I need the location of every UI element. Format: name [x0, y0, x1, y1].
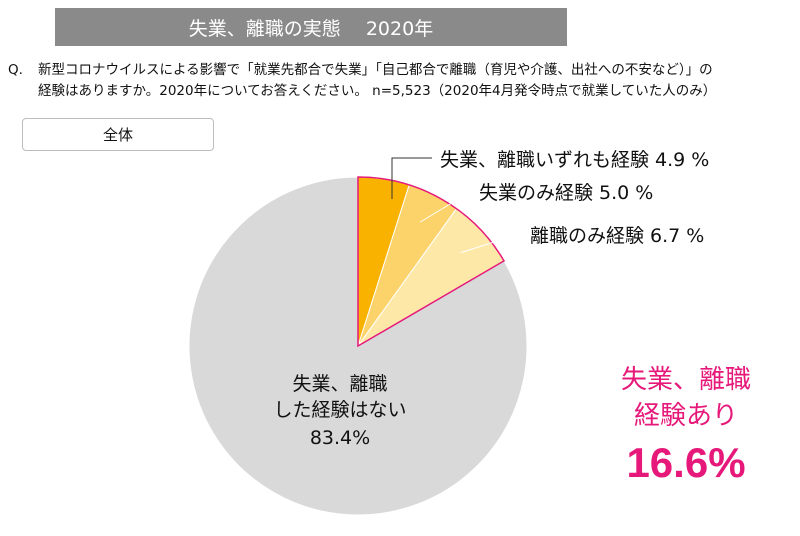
leader-lines [391, 157, 523, 254]
experience-highlight-outline [357, 176, 506, 348]
leader-line-shitsugyo-only [419, 191, 471, 223]
slice-label-none-line-2: した経験はない [273, 399, 406, 421]
segment-label: 全体 [102, 126, 133, 144]
experience-callout: 失業、離職 経験あり 16.6% [586, 362, 786, 492]
question-line-2: 経験はありますか。2020年についてお答えください。 n=5,523（2020年… [38, 83, 717, 99]
leader-line-both [391, 157, 432, 200]
question-label: Q. [8, 62, 23, 78]
leader-line-rishoku-only [460, 232, 523, 254]
callout-value: 16.6% [626, 439, 746, 486]
chart-title: 失業、離職の実態 2020年 [188, 17, 434, 40]
callout-line-2: 経験あり [633, 401, 738, 431]
slice-label-both: 失業、離職いずれも経験 4.9 % [440, 149, 709, 171]
question-line-1: 新型コロナウイルスによる影響で「就業先都合で失業」「自己都合で離職（育児や介護、… [38, 62, 713, 78]
callout-line-1: 失業、離職 [620, 365, 751, 395]
slice-label-none-line-1: 失業、離職 [292, 373, 387, 395]
slice-label-shitsugyo-only: 失業のみ経験 5.0 % [479, 182, 653, 204]
chart-title-bar: 失業、離職の実態 2020年 [55, 8, 567, 46]
slice-label-rishoku-only: 離職のみ経験 6.7 % [530, 225, 704, 247]
segment-label-box: 全体 [22, 118, 214, 151]
slice-label-none-value: 83.4% [310, 427, 370, 449]
